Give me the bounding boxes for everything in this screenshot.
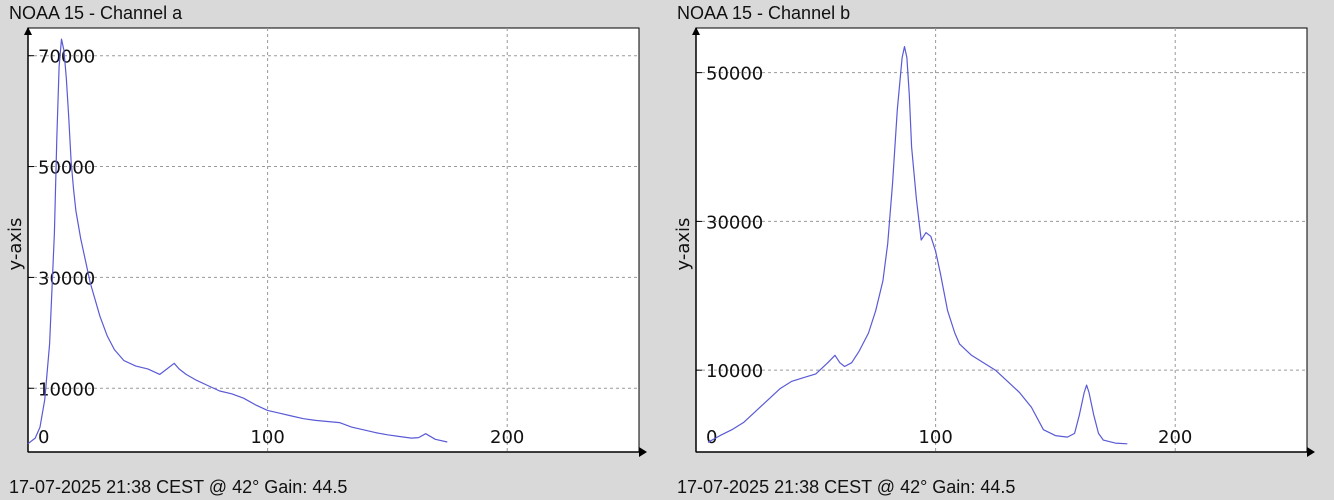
x-tick-label-a: 100 [250, 427, 284, 448]
x-tick-label-b: 0 [706, 427, 717, 448]
x-tick-label-b: 200 [1158, 427, 1192, 448]
chart-b: 10000 30000 50000 0 100 200 y-axis [673, 27, 1315, 457]
x-axis-arrow-a [639, 447, 647, 457]
y-axis-label-a: y-axis [5, 218, 26, 271]
series-line-a [27, 38, 448, 445]
y-tick-label-b: 10000 [706, 361, 763, 382]
plot-area-a [27, 27, 640, 453]
chart-footer-a: 17-07-2025 21:38 CEST @ 42° Gain: 44.5 [9, 477, 348, 497]
chart-title-a: NOAA 15 - Channel a [9, 3, 183, 23]
chart-title-b: NOAA 15 - Channel b [677, 3, 851, 23]
chart-footer-b: 17-07-2025 21:38 CEST @ 42° Gain: 44.5 [677, 477, 1016, 497]
y-tick-label-a: 30000 [38, 268, 95, 289]
chart-panel-a: NOAA 15 - Channel a 10000 30000 50000 70000… [0, 0, 660, 500]
x-tick-label-a: 200 [490, 427, 524, 448]
y-tick-label-a: 70000 [38, 47, 95, 68]
y-tick-label-b: 30000 [706, 212, 763, 233]
y-tick-label-a: 50000 [38, 158, 95, 179]
y-axis-arrow-a [24, 27, 32, 35]
y-tick-label-a: 10000 [38, 379, 95, 400]
chart-panel-b: NOAA 15 - Channel b 10000 30000 50000 0 100 2… [668, 0, 1328, 500]
plot-area-b [695, 27, 1308, 453]
x-tick-label-b: 100 [918, 427, 952, 448]
series-line-b [707, 45, 1128, 445]
x-tick-label-a: 0 [38, 427, 49, 448]
y-axis-arrow-b [692, 27, 700, 35]
y-axis-label-b: y-axis [673, 218, 694, 271]
chart-a: 10000 30000 50000 70000 0 100 200 y-axis [5, 27, 647, 457]
y-tick-label-b: 50000 [706, 64, 763, 85]
x-axis-arrow-b [1307, 447, 1315, 457]
